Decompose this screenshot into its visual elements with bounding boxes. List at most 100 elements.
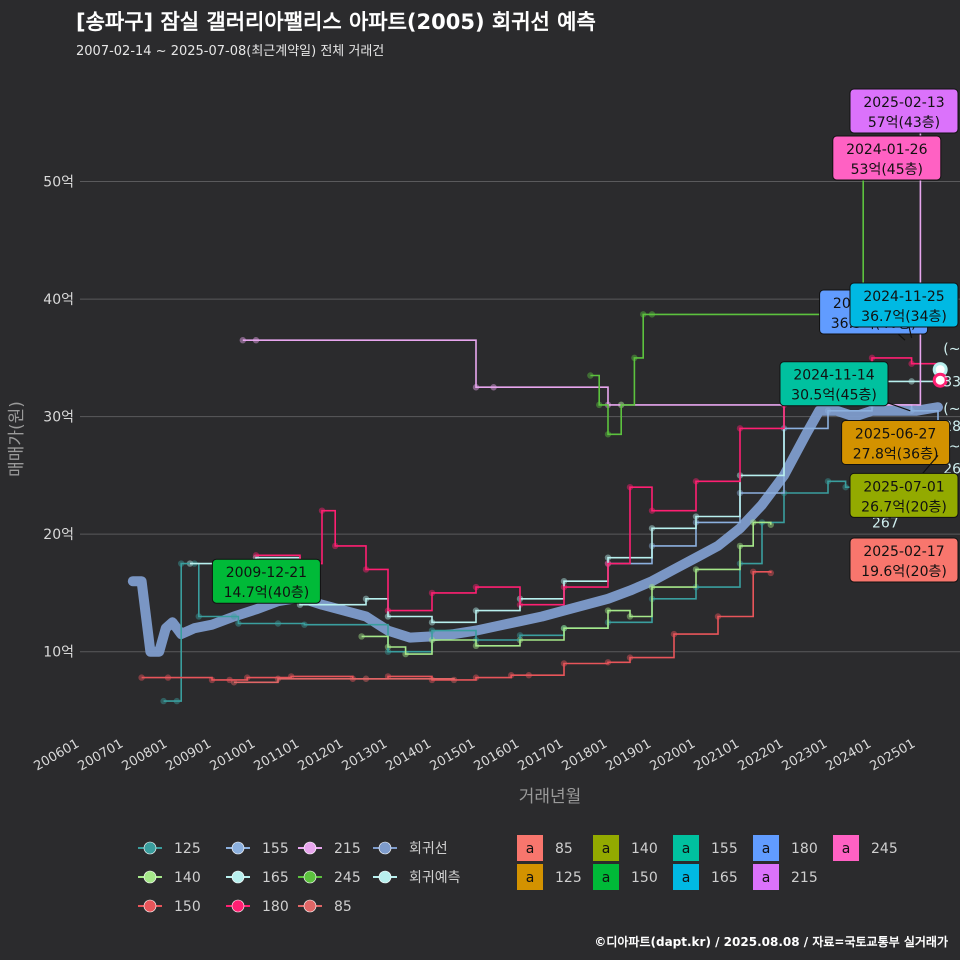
legend-line-marker — [378, 870, 392, 884]
scatter-point-140 — [358, 633, 365, 640]
legend-fill-key — [673, 835, 699, 861]
legend-fill-label: 180 — [791, 841, 818, 857]
chart-footer: ©디아파트(dapt.kr) / 2025.08.08 / 자료=국토교통부 실… — [594, 935, 948, 949]
legend-fill-glyph: a — [602, 870, 611, 886]
x-tick-label: 200701 — [76, 736, 126, 774]
legend-fill-glyph: a — [602, 841, 611, 857]
legend-fill-key — [517, 835, 543, 861]
legend-fill-key — [593, 835, 619, 861]
forecast-label: 267 — [872, 515, 899, 531]
callout-date: 2024-01-26 — [846, 142, 927, 158]
legend-line-label: 125 — [174, 841, 201, 857]
series-line-140 — [361, 521, 772, 655]
legend-line-label: 140 — [174, 870, 201, 886]
y-axis-title: 매매가(원) — [7, 401, 27, 477]
callout-price: 30.5억(45층) — [791, 388, 877, 404]
legend-fill-glyph: a — [762, 870, 771, 886]
legend-line-marker — [231, 870, 245, 884]
callout-price: 27.8억(36층) — [853, 446, 939, 462]
callout-date: 2025-02-17 — [863, 544, 944, 560]
chart-title: [송파구] 잠실 갤러리아팰리스 아파트(2005) 회귀선 예측 — [76, 10, 596, 34]
legend-line-label: 215 — [334, 841, 361, 857]
x-tick-label: 201701 — [516, 736, 566, 774]
callout-price: 36.7억(34층) — [861, 309, 947, 325]
x-tick-label: 201501 — [428, 736, 478, 774]
x-tick-label: 202501 — [868, 736, 918, 774]
legend-fill-key — [753, 864, 779, 890]
callout-price: 57억(43층) — [868, 115, 940, 131]
legend-fill-glyph: a — [762, 841, 771, 857]
x-tick-label: 200901 — [164, 736, 214, 774]
legend-fill-glyph: a — [842, 841, 851, 857]
y-tick-label: 40억 — [43, 292, 74, 308]
x-tick-label: 202101 — [692, 736, 742, 774]
forecast-label: (~165㎡) — [943, 341, 960, 357]
x-tick-label: 202401 — [824, 736, 874, 774]
x-tick-label: 201301 — [340, 736, 390, 774]
callout-price: 53억(45층) — [851, 162, 923, 178]
legend-fill-key — [517, 864, 543, 890]
x-tick-label: 200801 — [120, 736, 170, 774]
legend-fill-label: 155 — [711, 841, 738, 857]
series-line-회귀선 — [127, 402, 943, 657]
legend-line-marker — [303, 841, 317, 855]
x-tick-label: 201001 — [208, 736, 258, 774]
legend-fill-label: 245 — [871, 841, 898, 857]
y-tick-label: 10억 — [43, 645, 74, 661]
x-tick-label: 202201 — [736, 736, 786, 774]
x-tick-label: 202001 — [648, 736, 698, 774]
x-tick-label: 200601 — [32, 736, 82, 774]
legend-fill-label: 150 — [631, 870, 658, 886]
legend-fill-key — [833, 835, 859, 861]
y-tick-label: 20억 — [43, 527, 74, 543]
callout-box — [849, 537, 959, 583]
callout-box — [849, 472, 959, 518]
legend-fill-glyph: a — [526, 870, 535, 886]
callout-box — [849, 88, 959, 134]
x-tick-label: 201801 — [560, 736, 610, 774]
legend-line-marker — [143, 841, 157, 855]
callout-date: 2009-12-21 — [226, 565, 307, 581]
callout-date: 2025-02-13 — [863, 95, 944, 111]
legend-fill-label: 85 — [555, 841, 573, 857]
x-tick-label: 202301 — [780, 736, 830, 774]
legend-line-marker — [231, 841, 245, 855]
x-tick-label: 201201 — [296, 736, 346, 774]
legend-line-label: 회귀예측 — [409, 870, 461, 886]
callout-date: 2025-06-27 — [855, 426, 936, 442]
legend-line-marker — [143, 899, 157, 913]
callout-box — [779, 361, 889, 407]
x-tick-label: 201601 — [472, 736, 522, 774]
legend-line-label: 85 — [334, 899, 352, 915]
callout-box — [211, 558, 321, 604]
legend-fill-label: 140 — [631, 841, 658, 857]
legend-fill-key — [593, 864, 619, 890]
callout-price: 19.6억(20층) — [861, 564, 947, 580]
legend-line-marker — [231, 899, 245, 913]
x-tick-label: 201401 — [384, 736, 434, 774]
legend-fill-key — [673, 864, 699, 890]
forecast-marker — [932, 372, 948, 388]
callout-box — [832, 135, 942, 181]
callout-price: 26.7억(20층) — [861, 499, 947, 515]
y-tick-label: 30억 — [43, 410, 74, 426]
legend-line-label: 180 — [262, 899, 289, 915]
legend-line-label: 150 — [174, 899, 201, 915]
legend-line-label: 165 — [262, 870, 289, 886]
legend-fill-label: 215 — [791, 870, 818, 886]
forecast-label: 331,000 — [943, 374, 960, 390]
legend-line-label: 155 — [262, 841, 289, 857]
legend-line-marker — [303, 899, 317, 913]
legend-fill-glyph: a — [682, 841, 691, 857]
callout-date: 2024-11-25 — [863, 289, 944, 305]
legend-line-marker — [378, 841, 392, 855]
callout-box — [841, 419, 951, 465]
forecast-label: (~180㎡) — [943, 401, 960, 417]
callout-box — [849, 282, 959, 328]
legend-line-label: 회귀선 — [409, 841, 448, 857]
y-tick-label: 50억 — [43, 175, 74, 191]
series-line-85 — [234, 678, 455, 684]
legend-fill-label: 165 — [711, 870, 738, 886]
